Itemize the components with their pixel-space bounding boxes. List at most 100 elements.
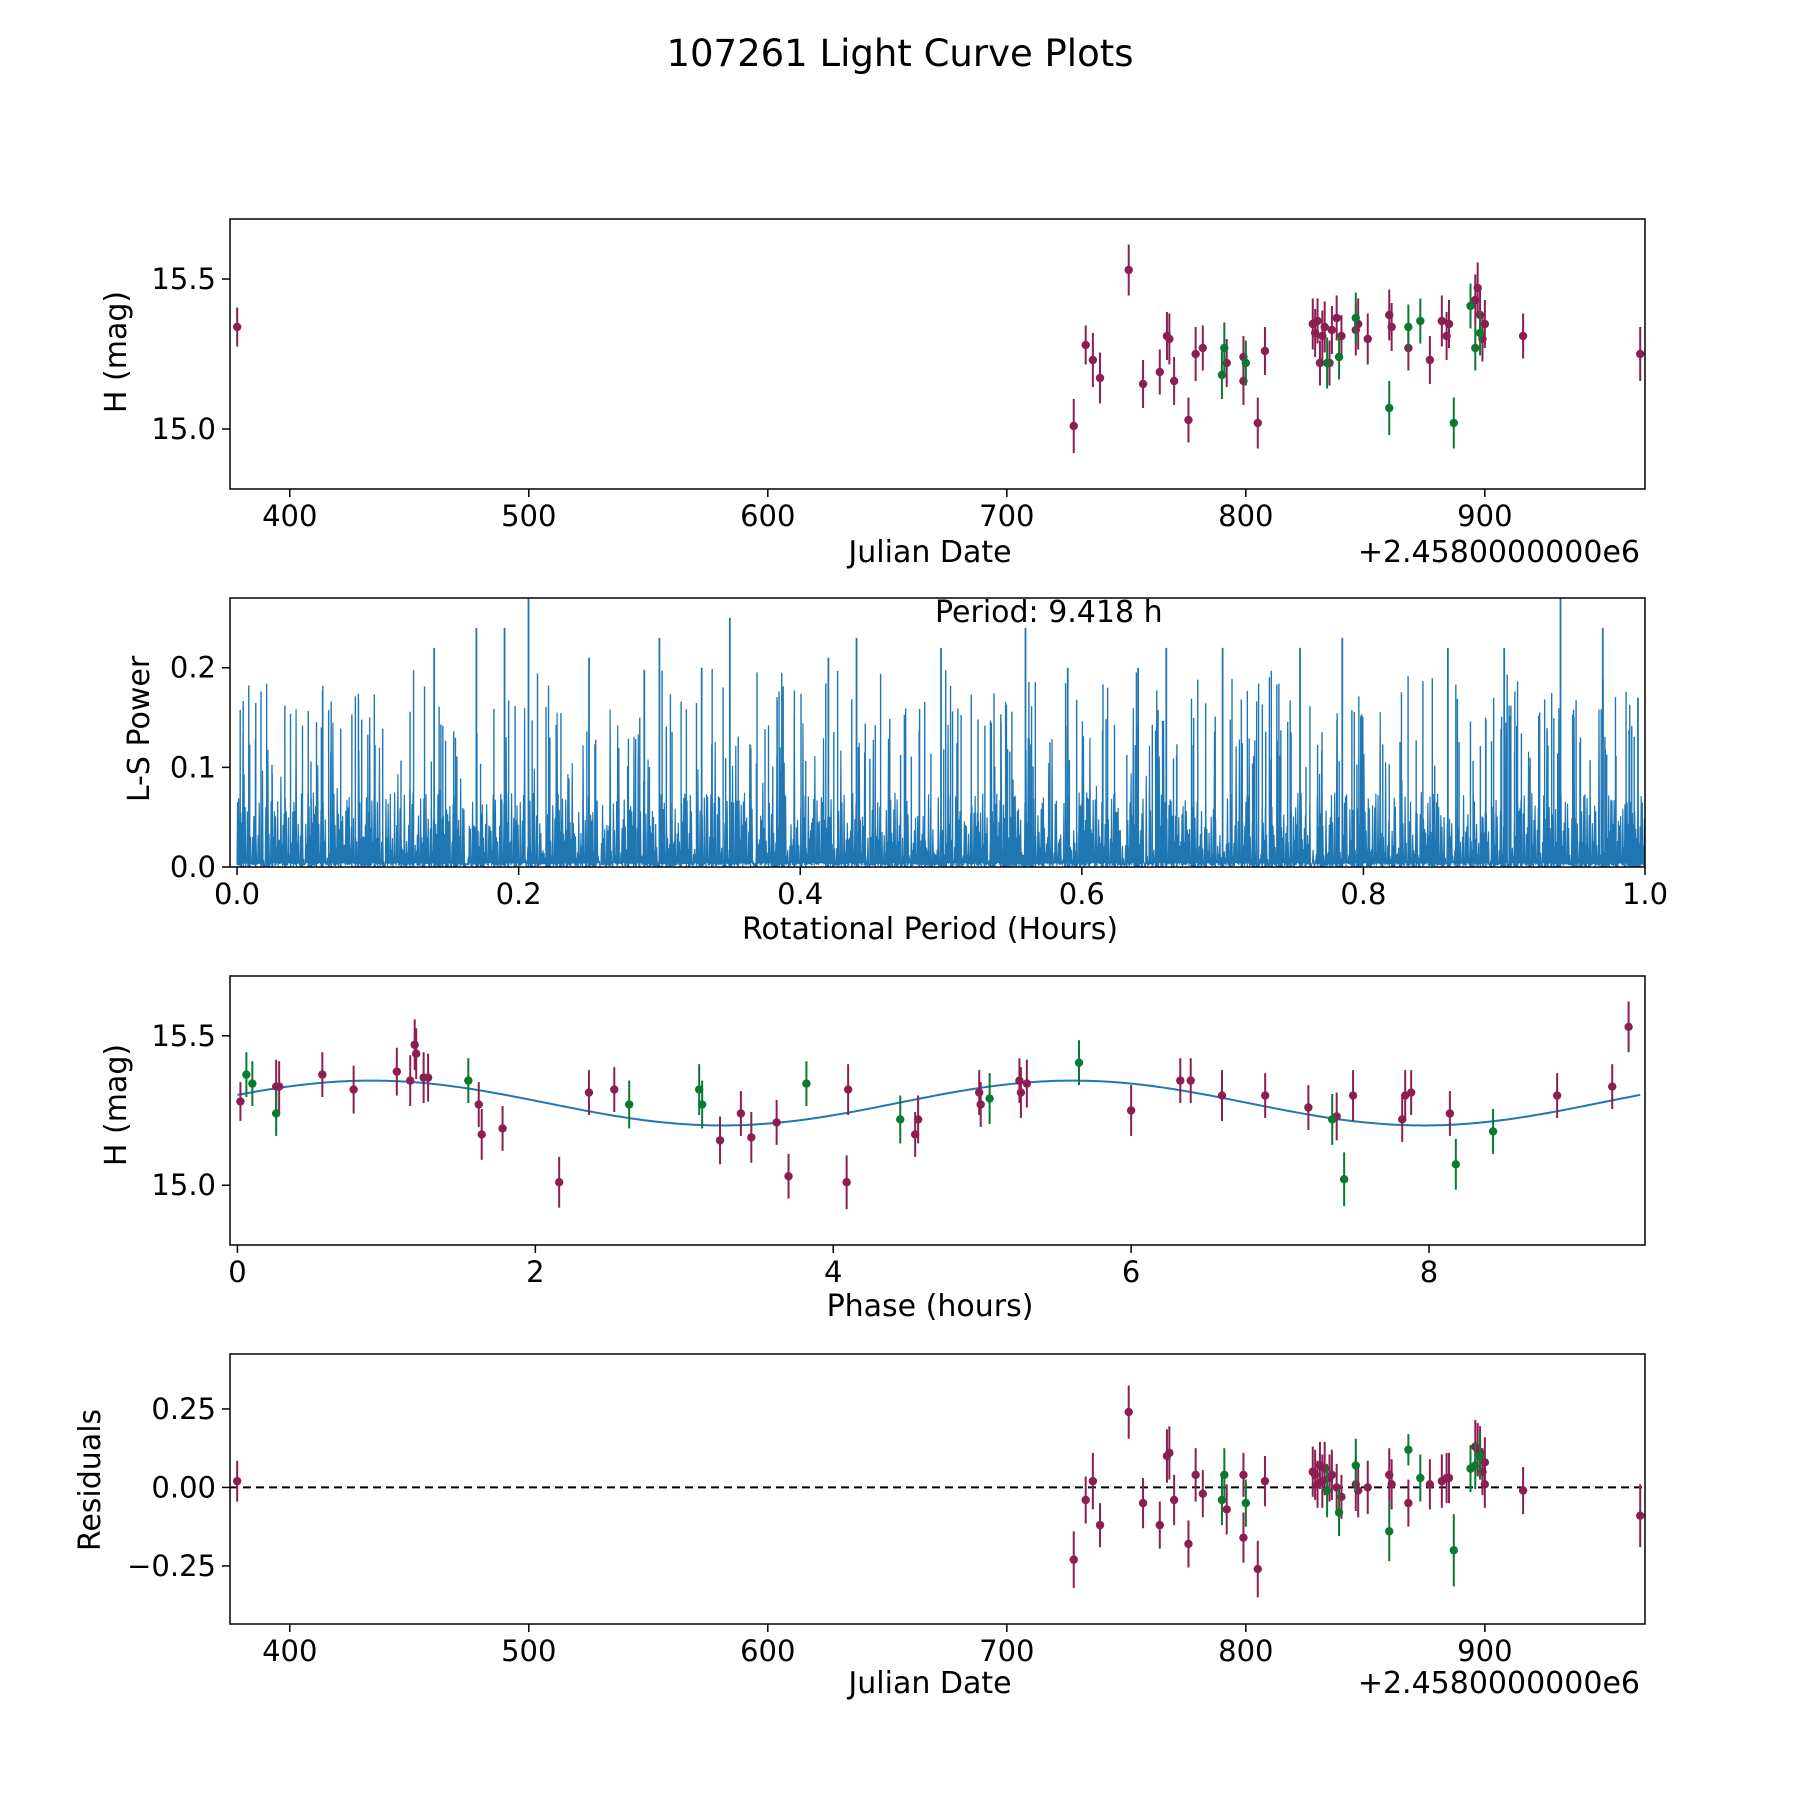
model-curve bbox=[237, 1079, 1641, 1127]
data-points bbox=[236, 1001, 1633, 1210]
data-point bbox=[842, 1178, 851, 1187]
data-point bbox=[1518, 1486, 1528, 1495]
data-point bbox=[1334, 1508, 1344, 1517]
data-point bbox=[248, 1079, 257, 1088]
data-point bbox=[1239, 1470, 1248, 1480]
x-tick-label: 900 bbox=[1457, 1634, 1512, 1668]
data-point bbox=[1475, 328, 1485, 338]
data-point bbox=[410, 1040, 419, 1049]
data-point bbox=[1451, 1160, 1461, 1169]
data-point bbox=[1404, 322, 1413, 332]
series-g-band bbox=[1217, 1432, 1485, 1587]
data-point bbox=[913, 1115, 923, 1124]
data-point bbox=[802, 1079, 811, 1088]
data-point bbox=[1480, 1480, 1490, 1489]
data-point bbox=[1022, 1079, 1032, 1088]
y-tick-label: 0.25 bbox=[151, 1392, 216, 1426]
data-point bbox=[1124, 265, 1133, 275]
data-point bbox=[1444, 319, 1454, 329]
data-point bbox=[1636, 1511, 1645, 1520]
data-point bbox=[1480, 319, 1490, 329]
data-point bbox=[1471, 343, 1480, 353]
data-point bbox=[1184, 415, 1193, 425]
data-point bbox=[1126, 1106, 1136, 1115]
data-point bbox=[1165, 334, 1174, 344]
data-point bbox=[1198, 1489, 1208, 1498]
periodogram-plot-area: 0.0 0.2 0.4 0.6 0.8 1.0 0.0 0.1 0.2 bbox=[170, 597, 1668, 911]
data-point bbox=[1334, 352, 1344, 362]
data-point bbox=[1304, 1103, 1313, 1112]
data-point bbox=[1165, 1448, 1174, 1458]
residuals-xlabel: Julian Date bbox=[846, 1666, 1011, 1701]
data-point bbox=[1444, 1473, 1454, 1483]
data-point bbox=[1449, 1546, 1458, 1555]
axes-frame bbox=[229, 597, 1646, 868]
data-point bbox=[1069, 421, 1078, 431]
figure-title: 107261 Light Curve Plots bbox=[666, 32, 1133, 75]
x-tick-label: 4 bbox=[824, 1255, 842, 1289]
data-point bbox=[1124, 1407, 1133, 1417]
data-point bbox=[411, 1049, 421, 1058]
data-point bbox=[715, 1136, 725, 1145]
data-point bbox=[1339, 1175, 1349, 1184]
data-point bbox=[1416, 1473, 1425, 1483]
data-point bbox=[1169, 1495, 1179, 1505]
data-point bbox=[1327, 1470, 1337, 1480]
data-point bbox=[1322, 358, 1332, 368]
data-point bbox=[392, 1067, 402, 1076]
data-point bbox=[584, 1088, 594, 1097]
periodogram-panel: 0.0 0.2 0.4 0.6 0.8 1.0 0.0 0.1 0.2 Period: 9.41… bbox=[122, 595, 1668, 947]
data-point bbox=[1016, 1088, 1026, 1097]
x-tick-label: 0.0 bbox=[214, 877, 260, 911]
data-point bbox=[1260, 1091, 1270, 1100]
data-point bbox=[1404, 1498, 1413, 1508]
data-point bbox=[1184, 1539, 1193, 1549]
data-point bbox=[1260, 346, 1270, 356]
data-point bbox=[1198, 343, 1208, 353]
y-tick-label: 15.5 bbox=[151, 262, 216, 296]
x-tick-label: 1.0 bbox=[1622, 877, 1668, 911]
residuals-panel: 400 500 600 700 800 900 −0.25 0.00 0.25 Julian D… bbox=[73, 1353, 1646, 1701]
periodogram-ylabel: L-S Power bbox=[122, 655, 157, 802]
x-tick-label: 0 bbox=[228, 1255, 246, 1289]
data-point bbox=[896, 1115, 905, 1124]
data-point bbox=[976, 1100, 985, 1109]
x-tick-label: 8 bbox=[1420, 1255, 1438, 1289]
data-point bbox=[1069, 1555, 1078, 1564]
lightcurve-plot-area: 400 500 600 700 800 900 15.0 15.5 bbox=[151, 218, 1646, 533]
lightcurve-ylabel: H (mag) bbox=[99, 291, 134, 413]
series-r-band bbox=[232, 1385, 1645, 1598]
data-point bbox=[1169, 376, 1179, 386]
data-point bbox=[1466, 301, 1475, 311]
data-point bbox=[498, 1124, 507, 1133]
data-point bbox=[242, 1070, 251, 1079]
data-points bbox=[232, 1385, 1645, 1598]
data-point bbox=[784, 1172, 793, 1181]
data-point bbox=[477, 1130, 486, 1139]
data-point bbox=[423, 1073, 433, 1082]
data-point bbox=[1095, 1520, 1105, 1530]
data-point bbox=[1191, 349, 1200, 359]
data-point bbox=[1363, 334, 1372, 344]
x-tick-label: 0.6 bbox=[1059, 877, 1105, 911]
x-tick-label: 500 bbox=[501, 499, 556, 533]
periodogram-spikes bbox=[239, 668, 1635, 867]
data-point bbox=[624, 1100, 634, 1109]
data-points bbox=[232, 244, 1645, 453]
data-point bbox=[1241, 1498, 1251, 1508]
data-point bbox=[1425, 1480, 1435, 1489]
x-tick-label: 900 bbox=[1457, 499, 1512, 533]
data-point bbox=[1155, 1520, 1164, 1530]
data-point bbox=[1253, 418, 1262, 428]
x-tick-label: 700 bbox=[979, 1634, 1034, 1668]
data-point bbox=[1088, 1476, 1098, 1486]
data-point bbox=[1636, 349, 1645, 359]
data-point bbox=[1449, 418, 1458, 428]
series-g-band bbox=[1217, 283, 1485, 449]
data-point bbox=[985, 1094, 994, 1103]
data-point bbox=[1186, 1076, 1195, 1085]
data-point bbox=[1217, 1091, 1227, 1100]
data-point bbox=[271, 1109, 281, 1118]
x-tick-label: 600 bbox=[740, 499, 795, 533]
